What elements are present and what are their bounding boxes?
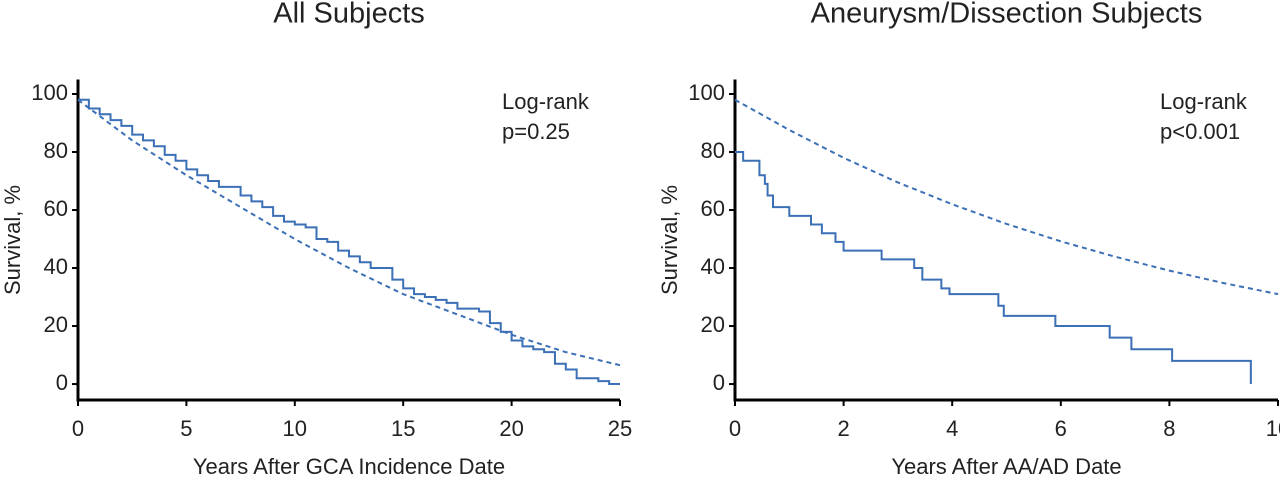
survival-line: [78, 98, 620, 386]
annotation: p=0.25: [502, 119, 570, 144]
y-tick-label: 40: [701, 254, 725, 279]
survival-line: [735, 151, 1252, 385]
annotation: p<0.001: [1160, 119, 1240, 144]
y-axis-label: Survival, %: [0, 185, 25, 295]
y-tick-label: 60: [701, 196, 725, 221]
y-tick-label: 80: [44, 138, 68, 163]
y-tick-label: 0: [56, 370, 68, 395]
x-tick-label: 0: [729, 416, 741, 441]
y-tick-label: 20: [44, 312, 68, 337]
x-tick-label: 2: [837, 416, 849, 441]
x-tick-label: 10: [1266, 416, 1280, 441]
y-axis-label: Survival, %: [657, 185, 682, 295]
y-tick-label: 0: [713, 370, 725, 395]
chart-title: All Subjects: [273, 0, 425, 30]
chart-title: Aneurysm/Dissection Subjects: [811, 0, 1203, 30]
x-tick-label: 0: [72, 416, 84, 441]
x-axis-label: Years After AA/AD Date: [891, 454, 1121, 479]
x-tick-label: 20: [499, 416, 523, 441]
expected-line: [734, 98, 1279, 296]
x-tick-label: 25: [608, 416, 632, 441]
annotation: Log-rank: [502, 89, 590, 114]
expected-line: [77, 99, 621, 367]
annotation: Log-rank: [1160, 89, 1248, 114]
x-tick-label: 6: [1055, 416, 1067, 441]
y-tick-label: 80: [701, 138, 725, 163]
x-tick-label: 4: [946, 416, 958, 441]
x-tick-label: 10: [283, 416, 307, 441]
x-tick-label: 15: [391, 416, 415, 441]
y-tick-label: 60: [44, 196, 68, 221]
y-tick-label: 100: [688, 80, 725, 105]
x-tick-label: 8: [1163, 416, 1175, 441]
x-tick-label: 5: [180, 416, 192, 441]
y-tick-label: 100: [31, 80, 68, 105]
x-axis-label: Years After GCA Incidence Date: [193, 454, 505, 479]
y-tick-label: 40: [44, 254, 68, 279]
y-tick-label: 20: [701, 312, 725, 337]
